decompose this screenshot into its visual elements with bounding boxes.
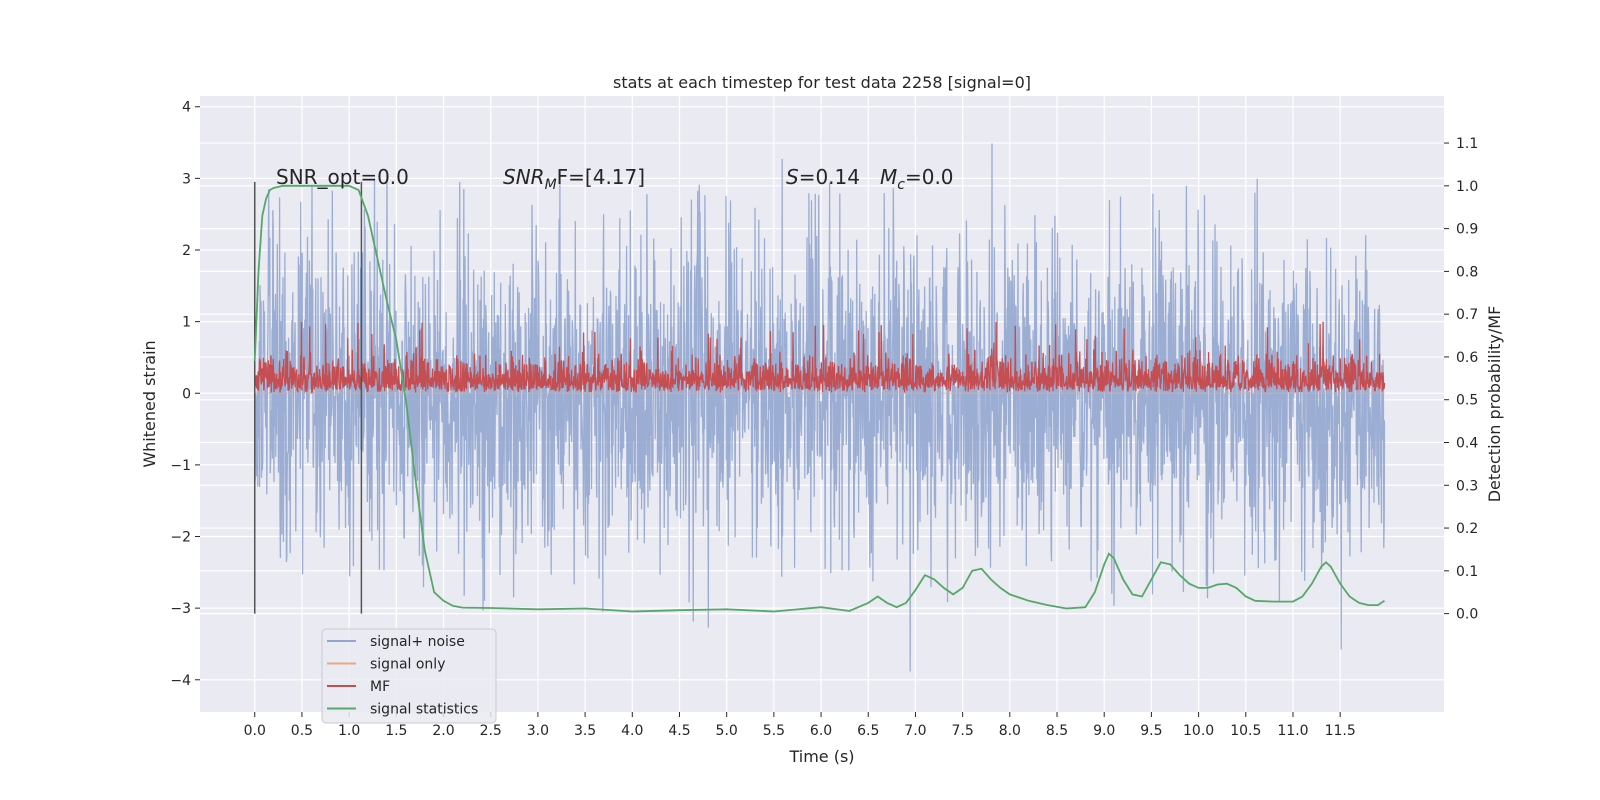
y-tick-label: 0 [182,386,191,402]
y-axis-label: Whitened strain [140,340,159,467]
y2-tick-label: 0.9 [1456,222,1478,238]
x-tick-label: 8.5 [1046,723,1068,739]
x-tick-label: 10.0 [1183,723,1214,739]
x-tick-label: 11.5 [1325,723,1356,739]
mf-line [254,321,1386,394]
x-tick-label: 5.5 [763,723,785,739]
annotation-mc: Mc=0.0 [880,165,954,193]
x-tick-label: 6.0 [810,723,832,739]
x-tick-label: 8.0 [999,723,1021,739]
s-label: S [786,165,799,189]
legend-label: signal only [370,657,445,673]
y2-tick-label: 1.0 [1456,179,1478,195]
y-tick-label: −3 [170,601,191,617]
snr-opt-text: SNR_opt=0.0 [276,165,409,189]
mc-label: M [880,165,897,189]
y2-tick-label: 0.7 [1456,307,1478,323]
x-tick-label: 3.0 [527,723,549,739]
legend-box [321,628,497,724]
y2-tick-label: 0.4 [1456,436,1478,452]
x-tick-label: 3.5 [574,723,596,739]
legend-label: signal+ noise [370,634,465,650]
x-tick-label: 7.0 [904,723,926,739]
mc-value: =0.0 [905,165,954,189]
signal-statistics-series [253,184,1385,613]
y-tick-label: 1 [182,315,191,331]
y-tick-label: −1 [170,458,191,474]
x-tick-label: 4.5 [668,723,690,739]
y2-tick-label: 0.0 [1456,607,1478,623]
y-tick-label: −2 [170,530,191,546]
s-value: =0.14 [799,165,860,189]
y2-tick-label: 0.5 [1456,393,1478,409]
y2-tick-label: 0.8 [1456,264,1478,280]
legend-label: MF [370,679,390,695]
y-tick-label: 2 [182,243,191,259]
x-tick-label: 11.0 [1277,723,1308,739]
x-tick-label: 9.0 [1093,723,1115,739]
snr-mf-subscript: M [545,177,557,193]
annotation-snr-opt: SNR_opt=0.0 [276,165,409,189]
y2-axis-ticks: 0.0 0.1 0.2 0.3 0.4 0.5 0.6 0.7 0.8 0.9 1.0 1.1 [1444,136,1478,623]
x-tick-label: 4.0 [621,723,643,739]
y-tick-label: 3 [182,171,191,187]
legend-label: signal statistics [370,702,478,718]
y2-axis-label: Detection probability/MF [1485,306,1504,503]
snr-mf-suffix: F=[4.17] [557,165,645,189]
region-markers [253,181,363,614]
annotation-snr-mf: SNRMF=[4.17] [503,165,645,193]
snr-mf-prefix: SNR [503,165,545,189]
y2-tick-label: 1.1 [1456,136,1478,152]
x-tick-label: 6.5 [857,723,879,739]
y-tick-label: −4 [170,673,191,689]
y-tick-label: 4 [182,100,191,116]
x-axis-label: Time (s) [788,747,854,766]
x-tick-label: 0.0 [244,723,266,739]
x-axis-ticks: 0.0 0.5 1.0 1.5 2.0 2.5 3.0 3.5 4.0 4.5 5.0 5.5 6.0 6… [244,712,1356,739]
x-tick-label: 2.5 [480,723,502,739]
x-tick-label: 10.5 [1230,723,1261,739]
x-tick-label: 9.5 [1140,723,1162,739]
y2-tick-label: 0.3 [1456,478,1478,494]
y2-tick-label: 0.6 [1456,350,1478,366]
y-axis-ticks: −4 −3 −2 −1 0 1 2 3 4 [170,100,200,689]
x-tick-label: 5.0 [716,723,738,739]
x-tick-label: 0.5 [291,723,313,739]
mf-series [254,321,1386,394]
x-tick-label: 1.5 [385,723,407,739]
legend: signal+ noise signal only MF signal statist… [321,628,497,724]
x-tick-label: 2.0 [432,723,454,739]
x-tick-label: 1.0 [338,723,360,739]
y2-tick-label: 0.2 [1456,521,1478,537]
annotation-s: S=0.14 [786,165,860,189]
signal-statistics-line [253,184,1385,613]
mc-subscript: c [897,177,905,193]
x-tick-label: 7.5 [952,723,974,739]
chart-title: stats at each timestep for test data 225… [613,73,1031,92]
legend-items: signal+ noise signal only MF signal statist… [327,634,478,718]
y2-tick-label: 0.1 [1456,564,1478,580]
